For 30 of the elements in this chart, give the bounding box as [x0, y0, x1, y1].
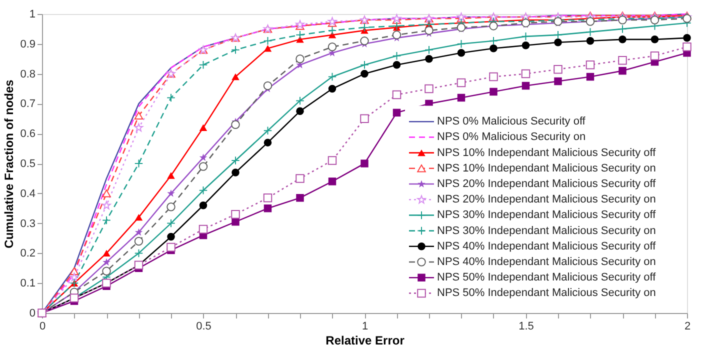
legend-label: NPS 20% Independant Malicious Security off [437, 178, 657, 190]
x-tick-label: 0 [39, 320, 46, 332]
x-tick-label: 0.5 [196, 320, 212, 332]
legend-label: NPS 10% Independant Malicious Security on [437, 162, 656, 174]
x-tick-label: 1.5 [518, 320, 534, 332]
y-tick-label: 0.6 [20, 128, 36, 140]
legend-label: NPS 0% Malicious Security off [437, 116, 586, 128]
x-tick-label: 1 [362, 320, 368, 332]
y-tick-label: 0.8 [20, 68, 36, 80]
y-tick-label: 1 [29, 8, 36, 20]
y-tick-label: 0.4 [20, 188, 36, 200]
y-tick-label: 0.9 [20, 38, 36, 50]
legend-label: NPS 30% Independant Malicious Security off [437, 209, 657, 222]
y-tick-label: 0.1 [20, 278, 36, 290]
x-axis-title: Relative Error [326, 334, 405, 348]
x-tick-label: 2 [684, 320, 691, 332]
legend-label: NPS 40% Independant Malicious Security off [437, 240, 657, 252]
legend-label: NPS 10% Independant Malicious Security off [437, 146, 657, 159]
y-tick-label: 0.2 [20, 248, 36, 260]
legend-label: NPS 20% Independant Malicious Security on [437, 194, 656, 206]
y-tick-label: 0.5 [20, 158, 36, 170]
legend-label: NPS 50% Independant Malicious Security on [437, 287, 656, 300]
y-tick-label: 0 [29, 308, 36, 320]
y-axis-title: Cumulative Fraction of nodes [2, 79, 16, 248]
legend-label: NPS 50% Independant Malicious Security off [437, 272, 657, 284]
legend-label: NPS 0% Malicious Security on [437, 131, 586, 144]
y-tick-label: 0.7 [20, 98, 36, 110]
legend-label: NPS 30% Independant Malicious Security on [437, 224, 656, 237]
y-tick-label: 0.3 [20, 218, 36, 230]
legend-label: NPS 40% Independant Malicious Security on [437, 256, 656, 268]
